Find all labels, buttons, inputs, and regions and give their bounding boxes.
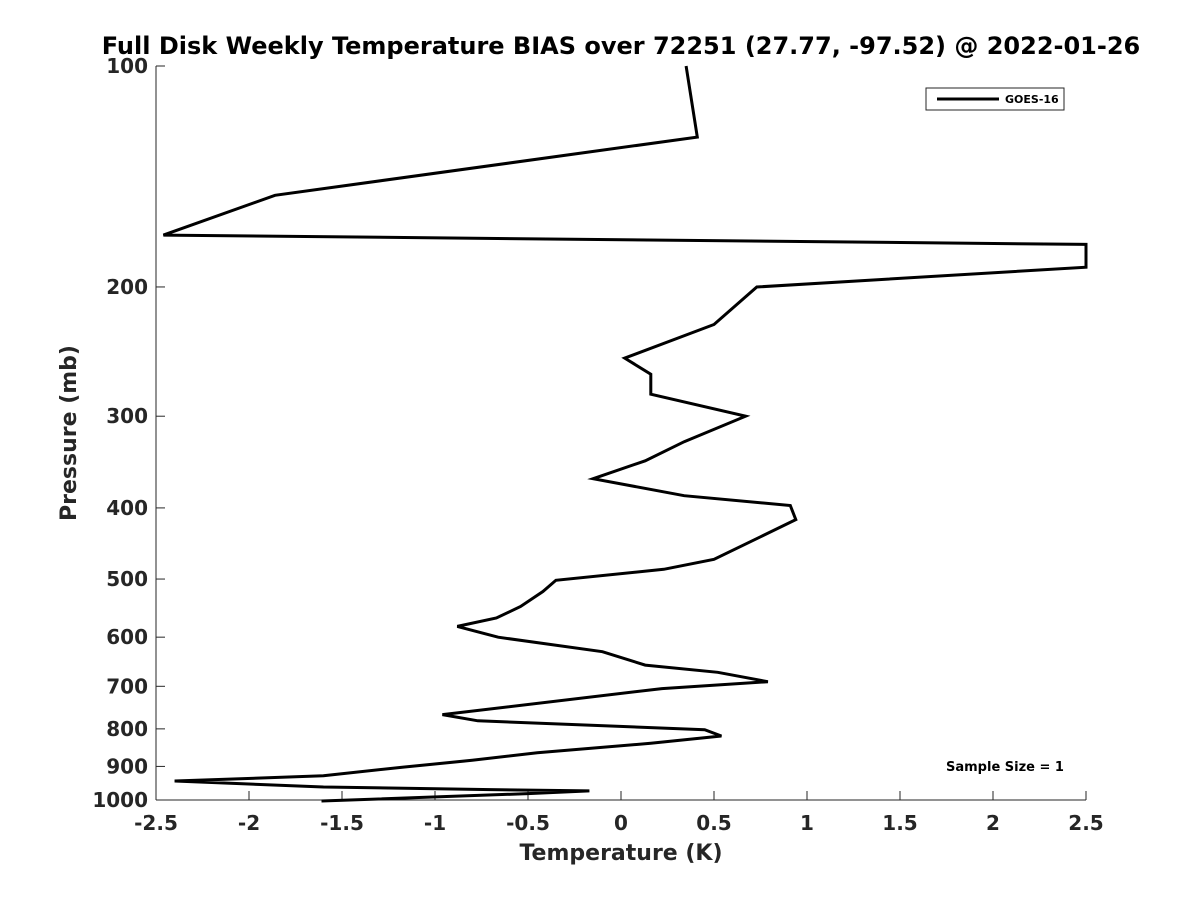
axes <box>155 66 1086 801</box>
x-tick-label: 0.5 <box>696 811 731 835</box>
y-tick-label: 400 <box>106 496 148 520</box>
y-axis-label: Pressure (mb) <box>57 345 82 521</box>
ticks: -2.5 -2 -1.5 -1 -0.5 0 0.5 1 1.5 2 2.5 100 200 300 400… <box>92 54 1103 835</box>
legend-entry-goes-16: GOES-16 <box>1005 93 1059 106</box>
x-tick-label: -1 <box>424 811 446 835</box>
series-layer <box>162 65 1088 803</box>
y-tick-label: 100 <box>106 54 148 78</box>
x-axis-label: Temperature (K) <box>519 841 722 866</box>
y-tick-label: 500 <box>106 567 148 591</box>
sample-size-annotation: Sample Size = 1 <box>946 760 1064 775</box>
y-tick-label: 800 <box>106 717 148 741</box>
x-tick-label: -0.5 <box>506 811 550 835</box>
x-tick-label: -1.5 <box>320 811 364 835</box>
x-tick-label: 1.5 <box>882 811 917 835</box>
y-tick-label: 700 <box>106 674 148 698</box>
x-tick-label: 2 <box>986 811 1000 835</box>
y-tick-label: 600 <box>106 625 148 649</box>
x-tick-label: -2 <box>238 811 260 835</box>
x-tick-label: -2.5 <box>134 811 178 835</box>
y-tick-label: 900 <box>106 754 148 778</box>
legend: GOES-16 <box>925 87 1065 111</box>
series-line-goes-16 <box>162 65 1088 803</box>
x-tick-label: 2.5 <box>1068 811 1103 835</box>
x-tick-label: 1 <box>800 811 814 835</box>
y-tick-label: 200 <box>106 275 148 299</box>
y-tick-label: 1000 <box>92 788 148 812</box>
chart-title: Full Disk Weekly Temperature BIAS over 7… <box>102 32 1141 60</box>
y-tick-label: 300 <box>106 404 148 428</box>
x-tick-label: 0 <box>614 811 628 835</box>
